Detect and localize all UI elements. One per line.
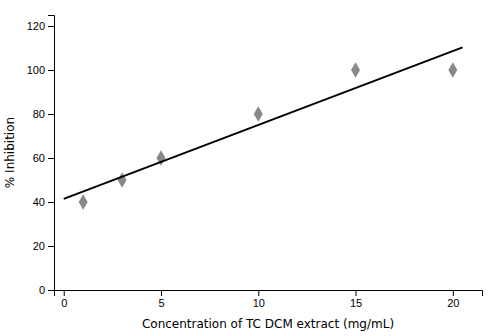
tick-label: 10 — [253, 297, 265, 309]
tick: 60 — [33, 152, 54, 164]
axis-line — [48, 16, 55, 291]
axis-line — [55, 291, 483, 297]
tick-mark — [356, 290, 357, 296]
tick-label: 20 — [447, 297, 459, 309]
tick: 0 — [39, 284, 54, 296]
tick-mark — [258, 290, 259, 296]
marks — [64, 47, 463, 209]
tick-mark — [64, 290, 65, 296]
tick-label: 5 — [158, 297, 164, 309]
tick: 20 — [33, 240, 54, 252]
tick-label: 60 — [33, 152, 45, 164]
tick-label: 0 — [39, 284, 45, 296]
data-point — [79, 194, 88, 210]
tick-label: 20 — [33, 240, 45, 252]
tick-mark — [48, 70, 54, 71]
tick-mark — [453, 290, 454, 296]
tick: 20 — [447, 290, 459, 309]
tick-mark — [48, 114, 54, 115]
data-point — [254, 106, 263, 122]
regression-line — [64, 47, 463, 198]
tick-mark — [48, 246, 54, 247]
chart: 0 5 10 15 20 0 20 40 60 80 100 120 Concentration of … — [0, 0, 500, 336]
tick-label: 80 — [33, 108, 45, 120]
tick-label: 0 — [61, 297, 67, 309]
y-axis: 0 20 40 60 80 100 120 — [27, 16, 55, 297]
tick: 15 — [350, 290, 362, 309]
tick: 120 — [27, 20, 54, 32]
tick-mark — [48, 26, 54, 27]
tick: 10 — [253, 290, 265, 309]
tick: 80 — [33, 108, 54, 120]
x-axis-title: Concentration of TC DCM extract (mg/mL) — [142, 317, 394, 331]
tick-label: 100 — [27, 64, 45, 76]
data-point — [448, 62, 457, 78]
tick: 0 — [61, 290, 67, 309]
x-axis: 0 5 10 15 20 — [55, 290, 483, 309]
tick-label: 120 — [27, 20, 45, 32]
tick-mark — [161, 290, 162, 296]
data-point — [351, 62, 360, 78]
tick-mark — [48, 290, 54, 291]
tick: 100 — [27, 64, 54, 76]
tick-label: 15 — [350, 297, 362, 309]
y-axis-title: % Inhibition — [3, 117, 17, 188]
plot-area: 0 5 10 15 20 0 20 40 60 80 100 120 — [27, 16, 483, 309]
tick: 40 — [33, 196, 54, 208]
tick: 5 — [158, 290, 164, 309]
tick-label: 40 — [33, 196, 45, 208]
tick-mark — [48, 158, 54, 159]
tick-mark — [48, 202, 54, 203]
